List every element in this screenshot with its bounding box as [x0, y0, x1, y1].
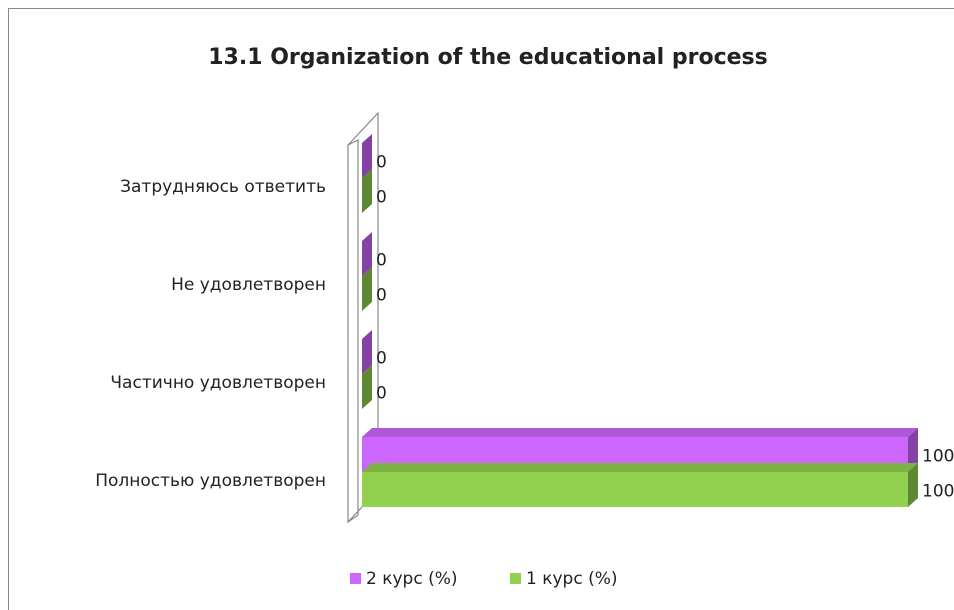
bar-side — [362, 169, 372, 213]
bar-side — [362, 232, 372, 276]
bar-top — [362, 463, 918, 472]
data-label: 100 — [922, 482, 954, 502]
chart-border — [8, 8, 954, 610]
y-tick-label: Затрудняюсь ответить — [120, 177, 326, 197]
bar-front — [362, 472, 908, 507]
bar-side — [362, 134, 372, 178]
data-label: 0 — [376, 384, 387, 404]
legend-label: 2 курс (%) — [366, 569, 458, 589]
data-label: 100 — [922, 447, 954, 467]
legend-label: 1 курс (%) — [526, 569, 618, 589]
y-tick-label: Полностью удовлетворен — [95, 471, 326, 491]
legend-swatch — [510, 573, 521, 584]
bar — [362, 365, 372, 409]
bar-side — [908, 428, 918, 472]
bar-side — [908, 463, 918, 507]
data-label: 0 — [376, 251, 387, 271]
chart-title: 13.1 Organization of the educational pro… — [208, 45, 768, 70]
bar-side — [362, 267, 372, 311]
data-label: 0 — [376, 349, 387, 369]
bar — [362, 330, 372, 374]
data-label: 0 — [376, 153, 387, 173]
y-tick-label: Не удовлетворен — [171, 275, 326, 295]
data-label: 0 — [376, 188, 387, 208]
bar — [362, 169, 372, 213]
bar-side — [362, 365, 372, 409]
bar — [362, 134, 372, 178]
y-tick-label: Частично удовлетворен — [110, 373, 326, 393]
bar-side — [362, 330, 372, 374]
bar — [362, 232, 372, 276]
bar-top — [362, 428, 918, 437]
legend-swatch — [350, 573, 361, 584]
bar — [362, 463, 918, 507]
bar — [362, 267, 372, 311]
data-label: 0 — [376, 286, 387, 306]
